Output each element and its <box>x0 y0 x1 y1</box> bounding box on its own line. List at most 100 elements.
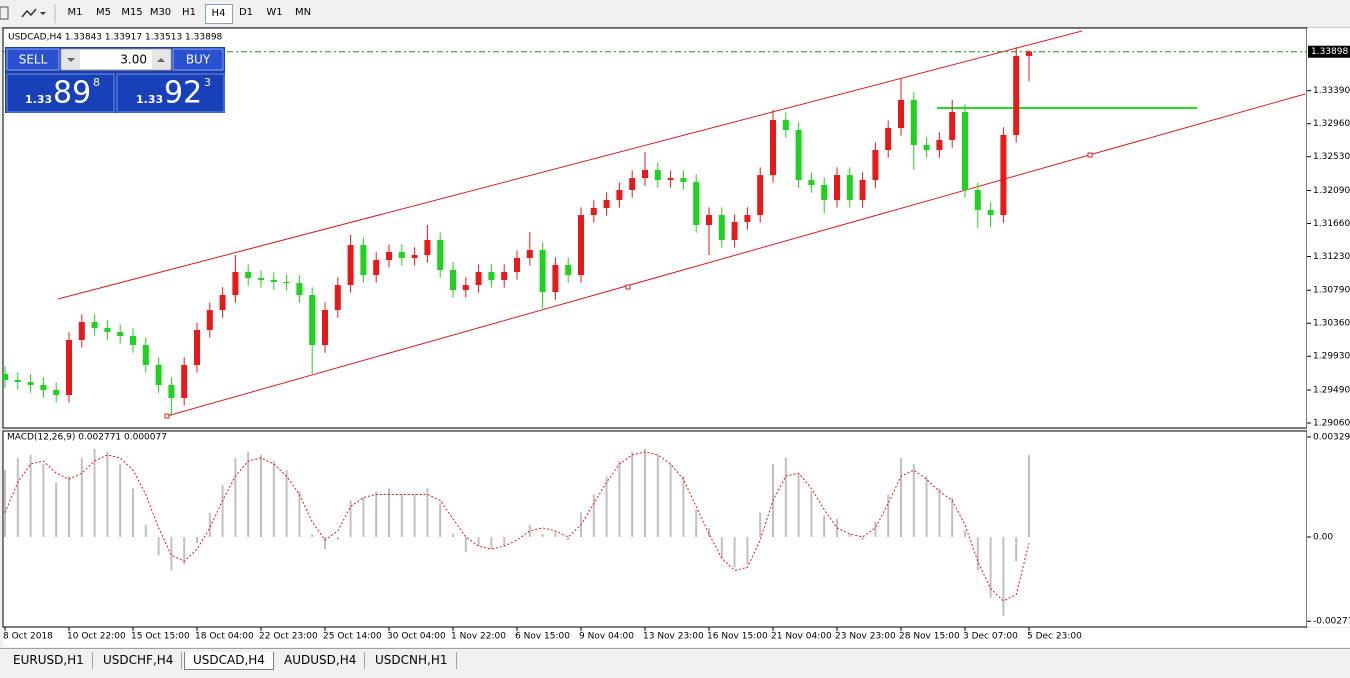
ask-pips: 92 <box>164 76 202 111</box>
x-tick-label: 6 Nov 15:00 <box>515 632 570 642</box>
ask-big: 1.33 <box>136 93 163 106</box>
timeframe-button[interactable]: M5 <box>96 7 111 18</box>
candle-body <box>846 175 853 200</box>
candle-body <box>616 190 623 200</box>
candle-body <box>168 385 175 398</box>
candle-body <box>693 182 700 226</box>
y-tick-label: 1.32090 <box>1313 186 1350 196</box>
ask-box[interactable] <box>116 73 225 113</box>
x-tick-label: 9 Nov 04:00 <box>579 632 634 642</box>
bid-pips: 89 <box>53 76 91 111</box>
candle-body <box>590 207 597 216</box>
candle-body <box>437 239 444 270</box>
sell-label[interactable]: SELL <box>19 53 48 67</box>
chart-tab[interactable]: AUDUSD,H4 <box>276 652 366 669</box>
bid-big: 1.33 <box>25 93 52 106</box>
candle-body <box>821 185 828 200</box>
ask-frac: 3 <box>204 76 211 89</box>
candle-body <box>270 280 277 283</box>
channel[interactable] <box>57 30 1306 419</box>
y-tick-label: 1.33390 <box>1313 86 1350 96</box>
lot-input[interactable] <box>60 48 172 71</box>
x-tick-label: 1 Nov 22:00 <box>451 632 506 642</box>
bid-box[interactable] <box>6 73 115 113</box>
x-tick-label: 15 Oct 15:00 <box>131 632 190 642</box>
timeframe-button[interactable]: D1 <box>238 7 254 18</box>
icon <box>0 6 9 20</box>
timeframe-button[interactable]: H4 <box>204 4 233 24</box>
candle-body <box>181 364 188 398</box>
candle-body <box>501 271 508 281</box>
candle-body <box>309 294 316 346</box>
y-tick-label: 1.31230 <box>1313 252 1350 262</box>
chart-tab[interactable]: USDCNH,H1 <box>367 652 457 669</box>
candle-body <box>757 175 764 216</box>
candle-body <box>462 285 469 291</box>
macd-title: MACD(12,26,9) 0.002771 0.000077 <box>7 433 167 443</box>
tab-bar: EURUSD,H1 USDCHF,H4 USDCAD,H4 AUDUSD,H4 USDC… <box>0 648 1350 678</box>
symbol-info: USDCAD,H4 1.33843 1.33917 1.33513 1.3389… <box>8 33 223 43</box>
candle-body <box>578 215 584 276</box>
candle-body <box>898 99 904 128</box>
candle-body <box>78 322 85 340</box>
anchor[interactable] <box>164 413 170 419</box>
candle-body <box>1026 51 1032 56</box>
trend-line[interactable] <box>57 30 1083 300</box>
x-tick-label: 18 Oct 04:00 <box>195 632 254 642</box>
candle-body <box>411 255 418 259</box>
candle-body <box>142 345 149 365</box>
chart-tab[interactable]: USDCAD,H4 <box>184 652 274 670</box>
timeframe-button[interactable]: MN <box>294 7 312 18</box>
timeframe-button[interactable]: M15 <box>121 7 143 18</box>
candle-body <box>219 294 226 311</box>
chart-tab[interactable]: USDCHF,H4 <box>95 652 183 669</box>
candle-body <box>654 169 661 181</box>
anchor[interactable] <box>1087 152 1093 158</box>
candle-body <box>232 271 239 295</box>
x-tick-label: 23 Nov 23:00 <box>835 632 896 642</box>
trend-line[interactable] <box>166 93 1306 417</box>
candle-body <box>373 260 380 276</box>
candle-body <box>603 199 610 208</box>
candle-body <box>539 250 546 293</box>
price-label-bg <box>1308 45 1350 58</box>
buy-button[interactable] <box>172 48 224 71</box>
timeframe-button[interactable]: M30 <box>149 7 172 18</box>
candle-body <box>283 282 290 284</box>
sell-button[interactable] <box>6 48 60 71</box>
y-tick-label: 1.32530 <box>1313 152 1350 162</box>
y-tick-label: 1.32960 <box>1313 119 1350 129</box>
x-tick-label: 13 Nov 23:00 <box>643 632 704 642</box>
macd-panel <box>2 430 1308 628</box>
time-axis <box>3 628 1350 647</box>
x-tick-label: 22 Oct 23:00 <box>259 632 318 642</box>
chart-tab[interactable]: EURUSD,H1 <box>5 652 93 669</box>
candle-body <box>245 271 252 279</box>
x-tick-label: 3 Dec 07:00 <box>963 632 1018 642</box>
candle-body <box>706 215 712 226</box>
candle-body <box>987 210 994 216</box>
timeframe-button[interactable]: W1 <box>266 7 283 18</box>
candle-body <box>565 264 572 276</box>
candle-body <box>14 380 21 383</box>
lot-value[interactable]: 3.00 <box>120 53 147 67</box>
candle-body <box>923 145 930 151</box>
candle-body <box>949 112 956 140</box>
timeframe-button[interactable]: M1 <box>67 7 83 18</box>
y-tick-label: -0.002771 <box>1313 617 1350 627</box>
candle-body <box>974 190 981 211</box>
buy-label[interactable]: BUY <box>186 53 211 67</box>
candle-body <box>334 285 341 311</box>
icon[interactable] <box>40 12 46 15</box>
y-tick-label: 1.29490 <box>1313 386 1350 396</box>
icon[interactable] <box>21 8 37 18</box>
x-tick-label: 8 Oct 2018 <box>3 632 53 642</box>
anchor[interactable] <box>625 284 631 290</box>
candle-body <box>91 322 98 328</box>
timeframe-button[interactable]: H1 <box>182 7 196 18</box>
candle-body <box>834 175 840 200</box>
x-tick-label: 5 Dec 23:00 <box>1027 632 1082 642</box>
x-tick-label: 30 Oct 04:00 <box>387 632 446 642</box>
price-axis <box>1307 28 1350 627</box>
